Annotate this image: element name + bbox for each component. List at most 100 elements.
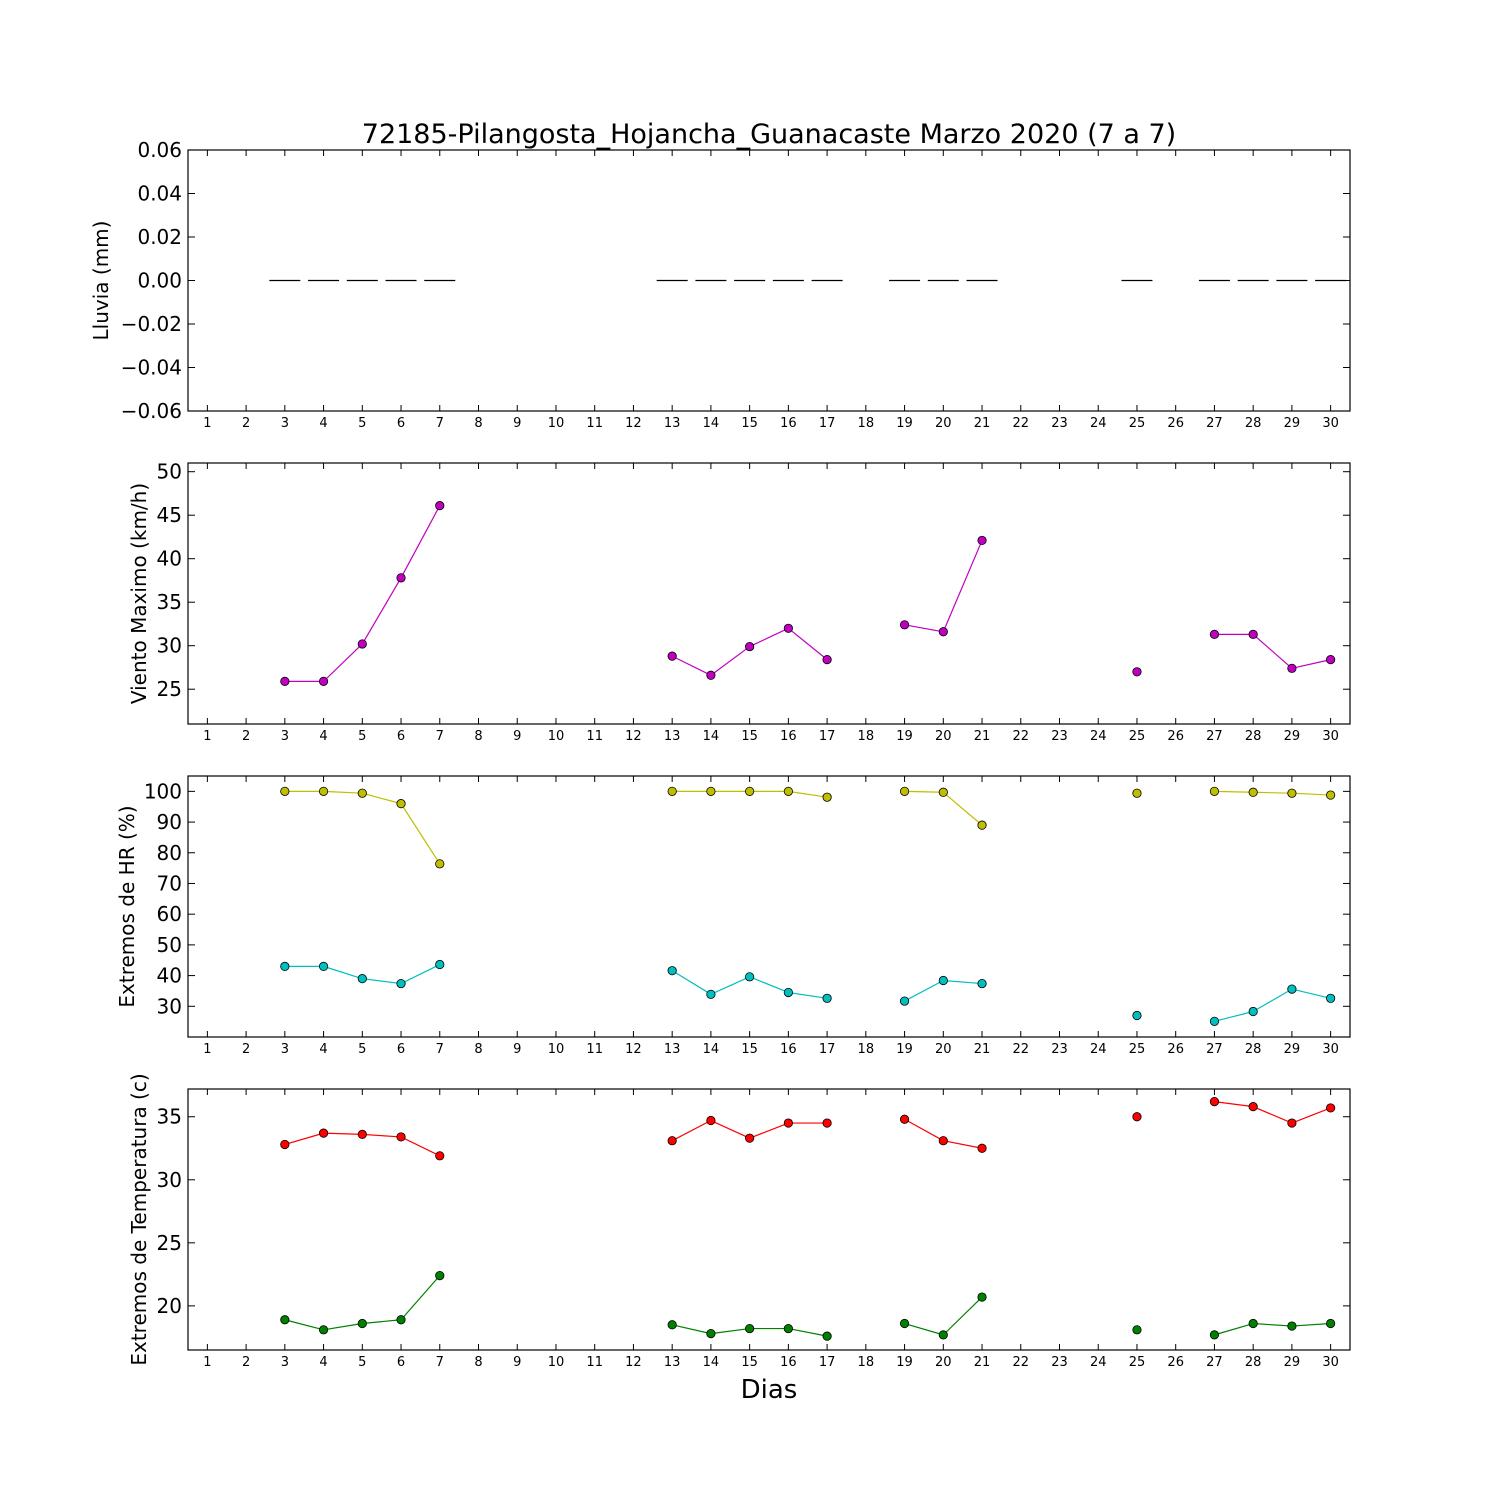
x-tick-label: 15 [741,1042,758,1057]
series-line-segment [1252,988,1293,1013]
x-tick-label: 16 [780,1042,797,1057]
data-point [435,959,445,970]
series-line-segment [1291,792,1331,796]
series-line-segment [942,791,983,826]
data-point [1287,1118,1297,1128]
data-point [435,501,445,511]
series-line-segment [904,624,944,633]
y-tick-label: 50 [157,933,182,957]
x-tick-label: 28 [1245,729,1262,744]
x-tick-label: 13 [664,416,681,431]
x-tick-label: 17 [819,1355,836,1370]
data-point [745,641,755,652]
data-point [1287,984,1297,994]
y-tick-label: 30 [157,1168,182,1192]
data-point [1248,1318,1258,1329]
x-tick-label: 17 [819,1042,836,1057]
series-line-segment [1291,659,1331,669]
data-point [280,1315,290,1325]
data-point [1326,1318,1336,1329]
x-tick-label: 1 [203,729,211,744]
data-point [899,620,910,630]
data-point [1287,788,1297,798]
panel-frame [187,775,1351,1038]
x-tick-label: 12 [625,1355,642,1370]
data-point [1132,667,1142,677]
x-tick-label: 2 [242,1355,250,1370]
x-tick-label: 7 [436,1042,444,1057]
x-tick-label: 15 [741,416,758,431]
x-tick-label: 30 [1322,729,1339,744]
x-tick-label: 19 [896,1355,913,1370]
data-point [396,573,406,583]
data-point [1209,1016,1220,1026]
y-tick-label: −0.02 [121,312,182,336]
series-line-segment [323,790,363,794]
x-tick-label: 14 [703,416,720,431]
data-point [396,1132,406,1142]
data-point [1248,787,1258,797]
data-point [938,975,948,986]
x-tick-label: 4 [319,729,327,744]
x-tick-label: 24 [1090,729,1107,744]
series-line-segment [672,1324,712,1335]
data-point [783,1323,793,1334]
x-tick-label: 19 [896,1042,913,1057]
series-line-segment [749,976,789,994]
data-point [1132,1325,1142,1335]
y-tick-label: 30 [157,994,182,1018]
data-point [977,1143,987,1153]
series-line-segment [904,1118,944,1142]
x-tick-label: 27 [1206,729,1223,744]
x-tick-label: 13 [664,1355,681,1370]
x-tick-label: 18 [858,1355,875,1370]
x-tick-label: 16 [780,416,797,431]
series-line-segment [284,1319,324,1331]
x-tick-label: 24 [1090,1042,1107,1057]
x-tick-label: 6 [397,1042,405,1057]
data-point [899,786,910,796]
x-tick-label: 17 [819,416,836,431]
x-tick-label: 3 [281,1355,289,1370]
x-tick-label: 28 [1245,1355,1262,1370]
y-tick-label: −0.06 [121,399,182,423]
data-point [745,786,755,796]
x-tick-label: 4 [319,1355,327,1370]
series-line-segment [788,1327,828,1337]
x-tick-label: 25 [1129,1355,1146,1370]
x-tick-label: 10 [548,1355,565,1370]
x-tick-label: 10 [548,416,565,431]
data-point [783,623,793,633]
series-line-segment [788,991,828,999]
x-tick-label: 5 [358,1042,366,1057]
series-line-segment [710,1119,750,1139]
data-point [745,1133,755,1143]
x-tick-label: 6 [397,729,405,744]
x-tick-label: 3 [281,729,289,744]
x-tick-label: 1 [203,1355,211,1370]
data-point [435,859,445,869]
data-point [1326,1103,1336,1113]
data-point [706,1115,716,1126]
x-tick-label: 27 [1206,1042,1223,1057]
x-tick-label: 18 [858,1042,875,1057]
x-tick-label: 23 [1051,1355,1068,1370]
series-line-segment [323,1132,363,1135]
x-tick-label: 25 [1129,1042,1146,1057]
y-tick-label: 70 [157,871,182,895]
data-point [822,993,832,1003]
data-point [1209,786,1220,796]
data-point [822,655,832,665]
x-tick-label: 11 [586,416,603,431]
series-line-segment [362,792,402,805]
x-tick-label: 8 [474,1042,482,1057]
y-tick-label: 60 [157,902,182,926]
series-line-segment [1291,1322,1331,1327]
series-line-segment [323,965,363,980]
data-point [1248,1102,1258,1112]
data-point [357,639,367,649]
series-line-segment [1291,988,1331,999]
data-point [318,1128,329,1138]
series-line-segment [1214,1322,1254,1336]
